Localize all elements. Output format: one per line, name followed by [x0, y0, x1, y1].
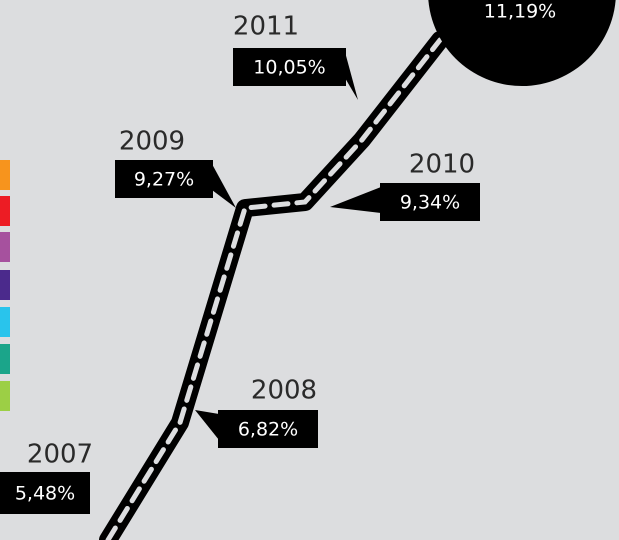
year-label: 2011: [233, 12, 299, 42]
value-label: 6,82%: [238, 419, 298, 441]
callout-box: [233, 48, 346, 86]
swatch: [0, 307, 10, 337]
year-label: 2009: [119, 127, 185, 157]
year-label: 2008: [251, 376, 317, 406]
chain-line: [99, 31, 449, 540]
value-label: 11,19%: [484, 1, 556, 23]
chain: [99, 31, 449, 540]
callout-pointer: [330, 187, 381, 213]
callout-pointer: [212, 164, 236, 208]
swatch: [0, 270, 10, 300]
year-label: 2010: [409, 150, 475, 180]
callout-pointer: [345, 52, 358, 100]
chain-links: [105, 37, 443, 540]
swatch: [0, 381, 10, 411]
highlight-circle: [428, 0, 616, 86]
legend-swatches: [0, 160, 10, 411]
swatch: [0, 344, 10, 374]
value-label: 9,27%: [134, 169, 194, 191]
swatch: [0, 160, 10, 190]
value-label: 9,34%: [400, 192, 460, 214]
callout-box: [0, 472, 90, 514]
value-label: 5,48%: [15, 483, 75, 505]
callout-box: [218, 410, 318, 448]
value-label: 10,05%: [253, 57, 325, 79]
callout-box: [380, 183, 480, 221]
swatch: [0, 196, 10, 226]
callout-pointer: [195, 410, 219, 440]
year-label: 2007: [27, 440, 93, 470]
swatch: [0, 232, 10, 262]
callout-box: [115, 160, 213, 198]
